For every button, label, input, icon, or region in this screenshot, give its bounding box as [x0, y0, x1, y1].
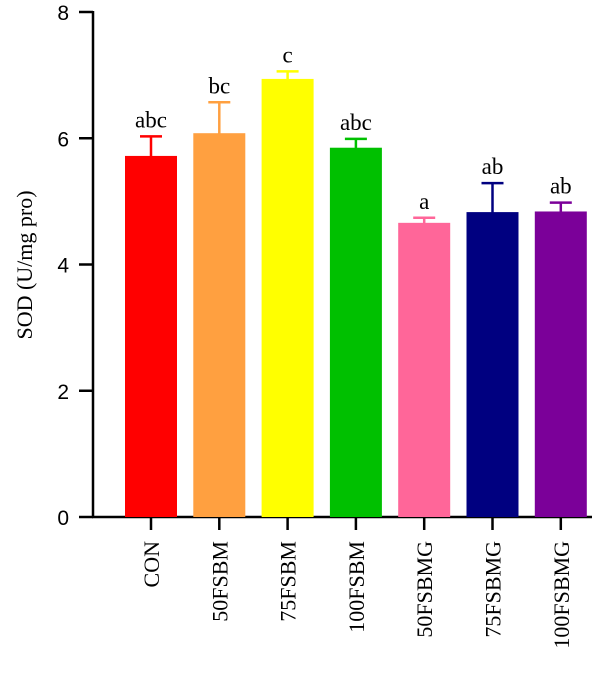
bar	[329, 147, 382, 517]
y-tick-label: 4	[57, 255, 69, 278]
y-ticks: 0 2 4 6 8	[57, 2, 93, 530]
y-axis-title: SOD (U/mg pro)	[12, 190, 37, 339]
bar	[261, 78, 314, 517]
y-tick-label: 6	[57, 128, 69, 151]
significance-label: c	[282, 42, 292, 67]
x-tick-label: 50FSBMG	[412, 541, 437, 638]
x-tick-label: 50FSBM	[207, 541, 232, 622]
bar-group: a	[398, 189, 451, 517]
significance-label: abc	[135, 107, 167, 132]
x-ticks: CON 50FSBM 75FSBM 100FSBM 50FSBMG 75FSBMG 100F…	[139, 517, 574, 649]
y-tick-label: 8	[57, 2, 69, 25]
bars: abc bc c abc a ab ab	[125, 42, 587, 518]
x-tick-label: 100FSBMG	[549, 541, 574, 649]
significance-label: ab	[550, 174, 572, 199]
significance-label: abc	[340, 110, 372, 135]
y-tick-label: 2	[57, 381, 69, 404]
bar-group: c	[261, 42, 314, 517]
bar	[534, 211, 587, 517]
x-tick-label: 100FSBM	[344, 541, 369, 633]
bar	[193, 133, 246, 517]
x-tick-label: 75FSBM	[276, 541, 301, 622]
bar-group: abc	[329, 110, 382, 517]
significance-label: ab	[482, 154, 504, 179]
bar-group: abc	[125, 107, 177, 518]
y-tick-label: 0	[57, 507, 69, 530]
bar	[398, 222, 451, 517]
bar-group: ab	[466, 154, 519, 517]
bar-group: ab	[534, 174, 587, 517]
bar	[466, 212, 519, 517]
significance-label: bc	[208, 73, 230, 98]
bar-group: bc	[193, 73, 246, 517]
x-tick-label: CON	[139, 541, 164, 588]
bar	[125, 155, 177, 518]
significance-label: a	[419, 189, 429, 214]
x-tick-label: 75FSBMG	[481, 541, 506, 638]
